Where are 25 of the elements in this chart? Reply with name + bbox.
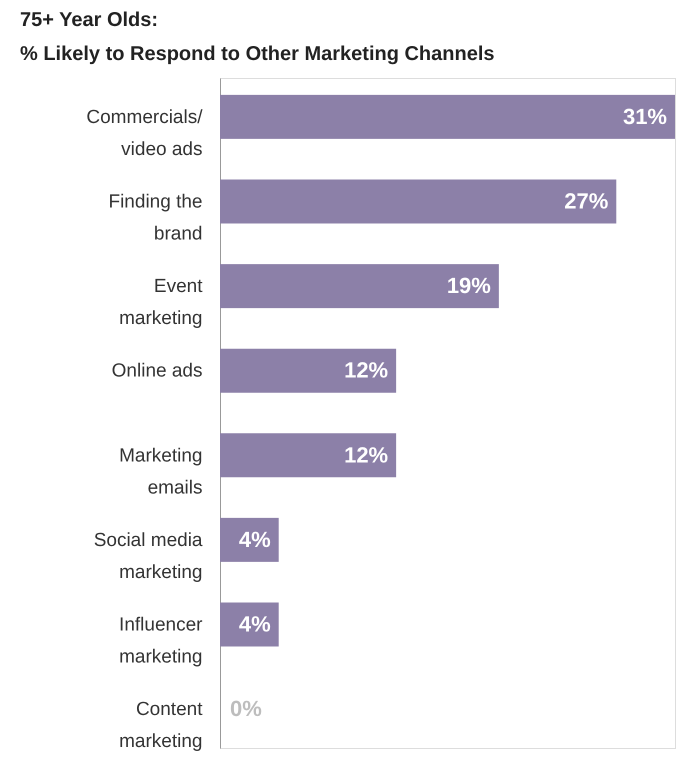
- chart-title: 75+ Year Olds:: [20, 9, 158, 31]
- y-tick-label: Marketing emails: [119, 445, 202, 498]
- y-tick-label: Content marketing: [119, 699, 204, 752]
- data-label: 27%: [564, 188, 608, 214]
- bar: [220, 264, 499, 308]
- bar: [220, 433, 396, 478]
- y-tick-label: Commercials/ video ads: [86, 106, 204, 160]
- y-tick-label: Finding the brand: [108, 192, 202, 245]
- y-tick-label: Online ads: [112, 360, 202, 382]
- data-label: 4%: [238, 526, 271, 552]
- bar: [220, 180, 616, 224]
- data-label: 31%: [622, 104, 667, 129]
- data-label: 12%: [344, 442, 388, 468]
- bar: [220, 518, 279, 562]
- data-label: 12%: [344, 358, 388, 383]
- bar: [220, 602, 279, 646]
- chart-subtitle: % Likely to Respond to Other Marketing Channels: [20, 43, 495, 65]
- bar: [220, 94, 675, 139]
- data-label: 4%: [238, 611, 271, 636]
- data-label: 19%: [446, 273, 491, 298]
- y-tick-label: Influencer marketing: [119, 614, 204, 668]
- y-tick-label: Event marketing: [119, 276, 204, 330]
- bar: [220, 348, 396, 393]
- y-tick-label: Social media marketing: [94, 530, 203, 583]
- data-label: 0%: [230, 696, 262, 722]
